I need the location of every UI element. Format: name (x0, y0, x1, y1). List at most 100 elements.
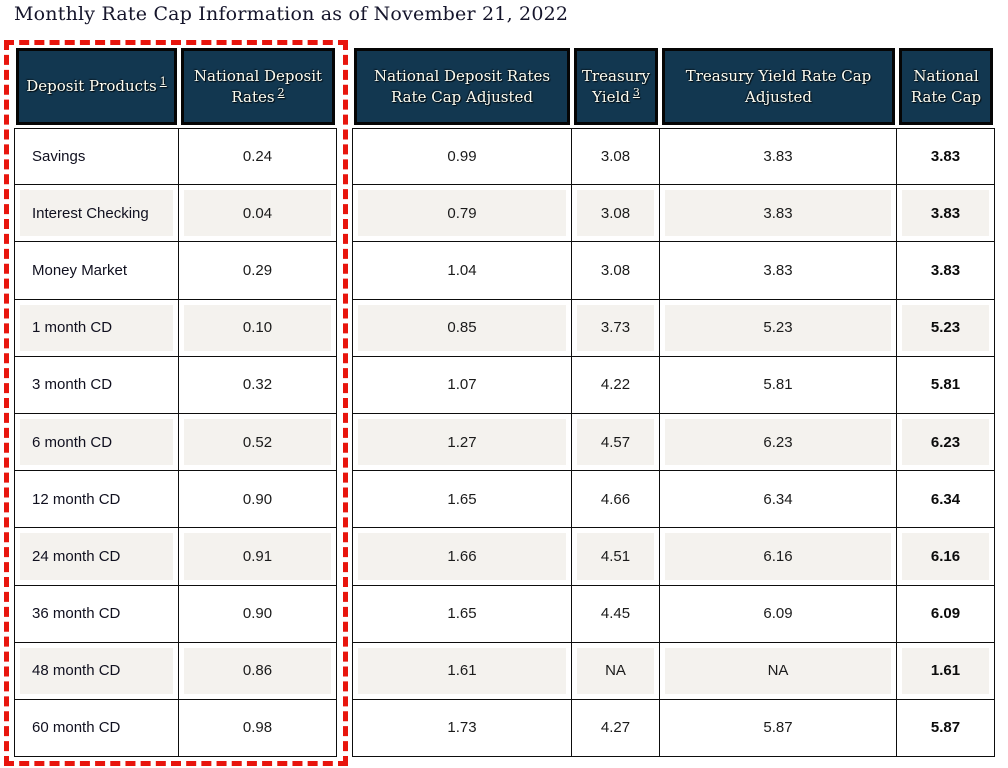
cell-text: 60 month CD (32, 719, 121, 737)
cell-text: Savings (32, 148, 86, 166)
cell-text: 0.79 (447, 204, 477, 222)
cell-text: 0.04 (242, 204, 273, 222)
column-header-label: Treasury Yield Rate Cap Adjusted (685, 67, 872, 106)
cell-text: NA (605, 662, 626, 680)
table-cell: 5.23 (897, 299, 995, 357)
column-header-label: National Rate Cap (910, 67, 982, 106)
table-cell: 4.57 (572, 413, 660, 472)
column-header-label: Treasury Yield 3 (582, 67, 650, 106)
cell-text: 3.83 (930, 204, 961, 222)
cell-text: 3.83 (763, 204, 793, 222)
table-cell: 0.85 (352, 299, 572, 357)
cell-text: 6.16 (763, 547, 793, 565)
cell-text: 6.23 (930, 433, 961, 451)
footnote-marker: 1 (159, 75, 167, 89)
row-label: 6 month CD (14, 413, 179, 472)
row-label: 1 month CD (14, 299, 179, 357)
cell-text: 5.81 (763, 376, 793, 394)
cell-text: 3.08 (600, 261, 631, 279)
cell-text: 0.24 (242, 148, 273, 166)
cell-text: 6.23 (763, 433, 793, 451)
row-label: 60 month CD (14, 699, 179, 758)
footnote-marker: 2 (277, 85, 285, 99)
cell-text: 0.32 (242, 376, 273, 394)
table-cell: 0.79 (352, 185, 572, 243)
column-header-treasury-yield-adjusted: Treasury Yield Rate Cap Adjusted (662, 48, 895, 125)
cell-text: 4.51 (600, 547, 631, 565)
column-header-label: National Deposit Rates Rate Cap Adjusted (373, 67, 551, 106)
cell-text: 6.09 (930, 605, 961, 623)
cell-text: 4.66 (600, 490, 631, 508)
cell-text: 6.16 (930, 547, 961, 565)
cell-text: 3.08 (600, 204, 631, 222)
cell-text: 3.83 (930, 148, 961, 166)
table-cell: 0.52 (179, 413, 337, 472)
cell-text: 6.34 (763, 490, 793, 508)
table-cell: 3.83 (660, 185, 897, 243)
cell-text: 0.52 (242, 433, 273, 451)
table-cell: 1.65 (352, 471, 572, 529)
table-cell: 6.09 (660, 585, 897, 643)
cell-text: 1 month CD (32, 319, 113, 337)
table-cell: 5.87 (897, 699, 995, 758)
cell-text: 1.61 (930, 662, 961, 680)
table-cell: NA (572, 642, 660, 700)
column-header-treasury-yield: Treasury Yield 3 (574, 48, 658, 125)
column-header-label: National Deposit Rates 2 (193, 67, 323, 106)
row-label: Savings (14, 128, 179, 186)
footnote-marker: 3 (632, 85, 640, 99)
cell-text: 4.22 (600, 376, 631, 394)
cell-text: 3.08 (600, 148, 631, 166)
table-cell: 5.23 (660, 299, 897, 357)
table-cell: 1.73 (352, 699, 572, 758)
cell-text: 5.87 (763, 719, 793, 737)
cell-text: 3.83 (763, 261, 793, 279)
row-label: 48 month CD (14, 642, 179, 700)
cell-text: 1.65 (447, 605, 477, 623)
cell-text: 0.10 (242, 319, 273, 337)
column-header-national-deposit-rates-adjusted: National Deposit Rates Rate Cap Adjusted (354, 48, 570, 125)
cell-text: 0.29 (242, 261, 273, 279)
table-cell: 0.90 (179, 585, 337, 643)
row-label: 12 month CD (14, 471, 179, 529)
table-cell: 1.66 (352, 528, 572, 586)
table-cell: 3.83 (897, 242, 995, 300)
cell-text: Money Market (32, 261, 128, 279)
cell-text: 3 month CD (32, 376, 113, 394)
row-label: Interest Checking (14, 185, 179, 243)
cell-text: 0.86 (242, 662, 273, 680)
column-header-national-rate-cap: National Rate Cap (899, 48, 993, 125)
table-cell: 0.90 (179, 471, 337, 529)
table-cell: 0.98 (179, 699, 337, 758)
page-title: Monthly Rate Cap Information as of Novem… (14, 3, 569, 25)
cell-text: 0.98 (242, 719, 273, 737)
table-cell: 3.08 (572, 128, 660, 186)
cell-text: 4.27 (600, 719, 631, 737)
table-cell: 3.83 (897, 185, 995, 243)
table-cell: 4.45 (572, 585, 660, 643)
row-label: 36 month CD (14, 585, 179, 643)
table-cell: 4.66 (572, 471, 660, 529)
table-cell: 6.09 (897, 585, 995, 643)
cell-text: 1.73 (447, 719, 477, 737)
table-cell: 4.27 (572, 699, 660, 758)
cell-text: 1.61 (447, 662, 477, 680)
table-cell: 0.10 (179, 299, 337, 357)
cell-text: NA (767, 662, 789, 680)
table-cell: 1.65 (352, 585, 572, 643)
table-cell: 6.16 (660, 528, 897, 586)
cell-text: 0.99 (447, 148, 477, 166)
cell-text: 3.73 (600, 319, 631, 337)
cell-text: 6.09 (763, 605, 793, 623)
table-cell: 5.81 (897, 356, 995, 414)
column-header-deposit-products: Deposit Products 1 (16, 48, 177, 125)
rate-cap-table: Deposit Products 1 National Deposit Rates 2… (14, 48, 995, 758)
table-cell: 6.34 (660, 471, 897, 529)
table-cell: 3.83 (660, 242, 897, 300)
cell-text: 5.87 (930, 719, 961, 737)
row-label: Money Market (14, 242, 179, 300)
cell-text: 0.91 (242, 547, 273, 565)
table-cell: 1.27 (352, 413, 572, 472)
table-cell: 1.61 (352, 642, 572, 700)
